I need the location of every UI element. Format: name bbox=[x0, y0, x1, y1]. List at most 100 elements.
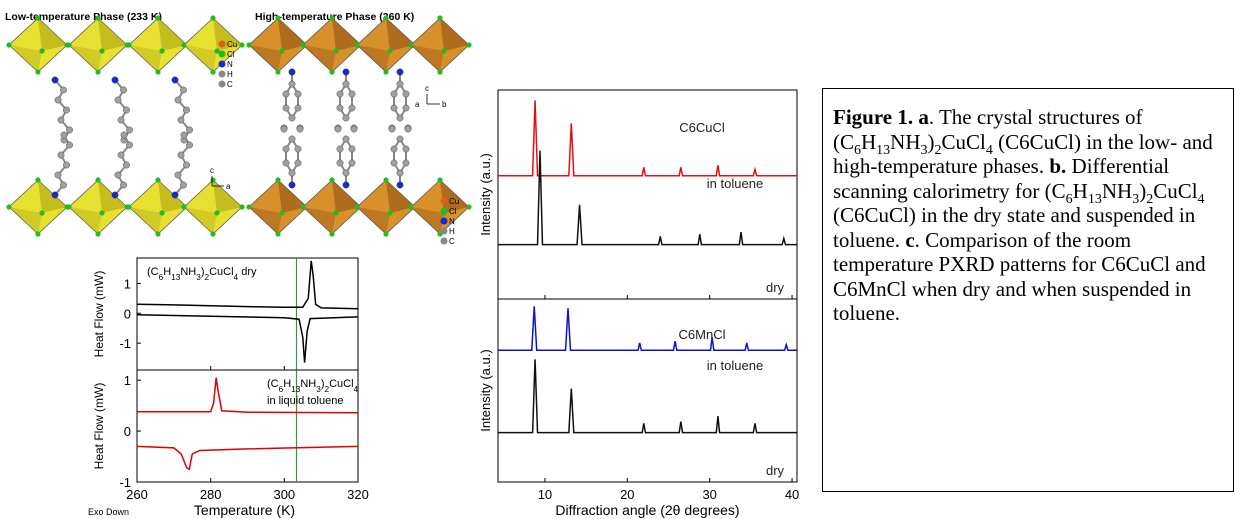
x-tick-label: 10 bbox=[538, 487, 552, 502]
cl-atom bbox=[181, 42, 186, 47]
atom bbox=[121, 132, 127, 138]
atom bbox=[337, 146, 343, 152]
cl-atom bbox=[210, 177, 215, 182]
series-label: dry bbox=[766, 463, 785, 478]
series-label: in toluene bbox=[707, 176, 763, 191]
atom bbox=[63, 162, 69, 168]
series-label: in toluene bbox=[707, 358, 763, 373]
atom bbox=[112, 77, 118, 83]
atom bbox=[52, 192, 58, 198]
atom bbox=[397, 115, 403, 121]
atom bbox=[337, 105, 343, 111]
cl-atom bbox=[354, 204, 359, 209]
cl-atom bbox=[333, 210, 338, 215]
caption-segment: a bbox=[913, 105, 929, 129]
cl-atom bbox=[210, 69, 215, 74]
atom bbox=[58, 117, 64, 123]
data-line bbox=[137, 446, 358, 469]
atom bbox=[66, 127, 72, 133]
x-tick-label: 300 bbox=[273, 487, 295, 502]
y-axis-label: Heat Flow (mW) bbox=[92, 383, 106, 470]
plot-frame bbox=[498, 90, 797, 299]
atom bbox=[55, 172, 61, 178]
series-label: dry bbox=[766, 280, 785, 295]
y-tick-label: 1 bbox=[124, 276, 131, 291]
atom bbox=[183, 162, 189, 168]
cl-atom bbox=[99, 48, 104, 53]
data-line bbox=[498, 151, 797, 245]
axis-label: c bbox=[210, 166, 214, 175]
cl-atom bbox=[329, 231, 334, 236]
caption-segment: b. bbox=[1044, 154, 1066, 178]
caption-segment: c bbox=[905, 228, 914, 252]
atom bbox=[172, 77, 178, 83]
cl-atom bbox=[35, 177, 40, 182]
legend-label: H bbox=[449, 227, 455, 236]
cl-atom bbox=[329, 15, 334, 20]
y-tick-label: -1 bbox=[119, 336, 131, 351]
cl-atom bbox=[35, 231, 40, 236]
atom bbox=[391, 91, 397, 97]
cl-atom bbox=[6, 42, 11, 47]
atom bbox=[186, 142, 192, 148]
cl-atom bbox=[437, 69, 442, 74]
x-tick-label: 280 bbox=[200, 487, 222, 502]
y-tick-label: 0 bbox=[124, 306, 131, 321]
atom bbox=[66, 142, 72, 148]
cl-atom bbox=[383, 231, 388, 236]
cl-atom bbox=[155, 177, 160, 182]
cl-atom bbox=[408, 42, 413, 47]
atom bbox=[283, 146, 289, 152]
atom bbox=[403, 105, 409, 111]
cl-atom bbox=[466, 42, 471, 47]
legend-dot bbox=[219, 71, 226, 78]
atom bbox=[389, 126, 395, 132]
atom bbox=[349, 105, 355, 111]
atom bbox=[61, 132, 67, 138]
cl-atom bbox=[95, 231, 100, 236]
cl-atom bbox=[95, 177, 100, 182]
atom bbox=[397, 136, 403, 142]
atom bbox=[126, 142, 132, 148]
atom bbox=[123, 107, 129, 113]
legend-dot bbox=[219, 41, 226, 48]
cl-atom bbox=[383, 15, 388, 20]
atom bbox=[289, 81, 295, 87]
x-tick-label: 320 bbox=[347, 487, 369, 502]
atom bbox=[283, 105, 289, 111]
y-axis-label: Intensity (a.u.) bbox=[478, 349, 493, 431]
cl-atom bbox=[239, 204, 244, 209]
atom bbox=[289, 182, 295, 188]
cl-atom bbox=[300, 42, 305, 47]
y-axis-label: Heat Flow (mW) bbox=[92, 271, 106, 358]
legend-dot bbox=[219, 81, 226, 88]
atom bbox=[391, 146, 397, 152]
panel-title: C6CuCl bbox=[679, 120, 725, 135]
cl-atom bbox=[210, 15, 215, 20]
cl-atom bbox=[279, 48, 284, 53]
plot-frame bbox=[498, 299, 797, 482]
atom bbox=[297, 126, 303, 132]
atom bbox=[115, 97, 121, 103]
cl-atom bbox=[181, 204, 186, 209]
x-tick-label: 20 bbox=[620, 487, 634, 502]
cl-atom bbox=[383, 177, 388, 182]
cl-atom bbox=[214, 210, 219, 215]
atom bbox=[397, 69, 403, 75]
legend-label: Cl bbox=[227, 50, 235, 59]
atom bbox=[181, 132, 187, 138]
atom bbox=[289, 170, 295, 176]
cl-atom bbox=[35, 15, 40, 20]
cl-atom bbox=[275, 177, 280, 182]
atom bbox=[60, 87, 66, 93]
atom bbox=[52, 77, 58, 83]
cl-atom bbox=[333, 48, 338, 53]
atom bbox=[391, 105, 397, 111]
atom bbox=[397, 81, 403, 87]
x-tick-label: 40 bbox=[785, 487, 799, 502]
cl-atom bbox=[387, 48, 392, 53]
atom bbox=[343, 136, 349, 142]
legend-label: Cu bbox=[449, 197, 459, 206]
atom bbox=[343, 182, 349, 188]
axis-label: b bbox=[442, 100, 447, 109]
